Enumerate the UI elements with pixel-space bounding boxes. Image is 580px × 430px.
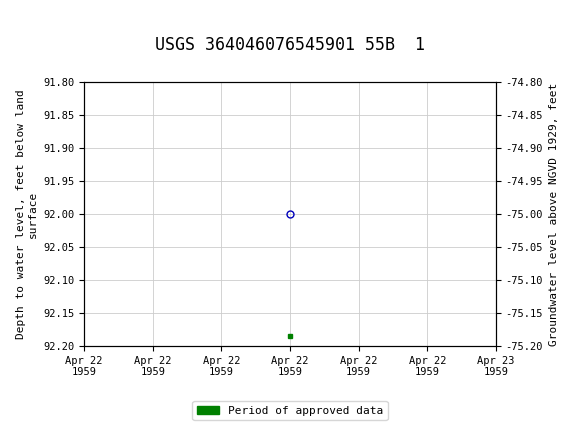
Y-axis label: Depth to water level, feet below land
surface: Depth to water level, feet below land su… [16,89,38,339]
Text: ≡USGS: ≡USGS [9,7,79,25]
Y-axis label: Groundwater level above NGVD 1929, feet: Groundwater level above NGVD 1929, feet [549,82,559,346]
Text: USGS 364046076545901 55B  1: USGS 364046076545901 55B 1 [155,36,425,54]
Legend: Period of approved data: Period of approved data [193,401,387,420]
